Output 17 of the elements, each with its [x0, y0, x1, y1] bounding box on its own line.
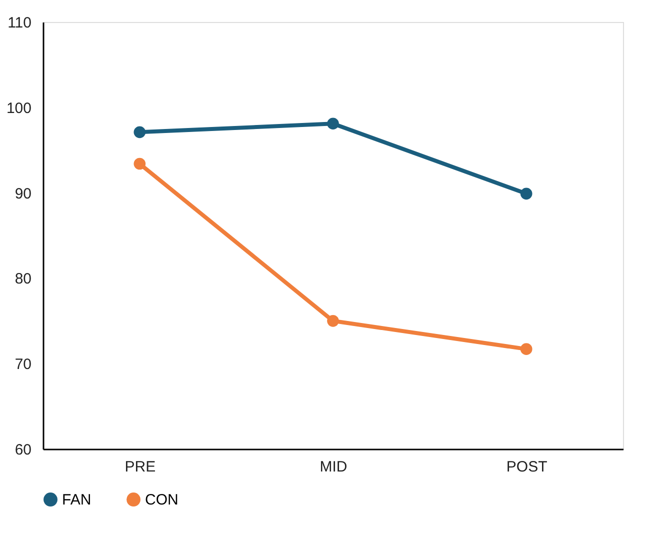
- point: [327, 118, 339, 130]
- point: [327, 314, 339, 327]
- y-tick-label: 80: [14, 270, 32, 288]
- y-tick-label: 70: [14, 356, 32, 374]
- point: [520, 188, 532, 200]
- x-tick-label: PRE: [124, 458, 156, 476]
- y-tick-label: 100: [6, 100, 32, 117]
- y-tick-label: 90: [14, 185, 32, 202]
- legend-label: FAN: [62, 492, 92, 509]
- x-tick-label: MID: [320, 458, 348, 476]
- point: [134, 126, 146, 138]
- x-tick-label: POST: [506, 458, 548, 476]
- point: [520, 343, 532, 355]
- point: [134, 158, 146, 170]
- y-tick-label: 60: [14, 442, 32, 458]
- legend-label: CON: [145, 492, 178, 509]
- y-tick-label: 110: [8, 14, 32, 32]
